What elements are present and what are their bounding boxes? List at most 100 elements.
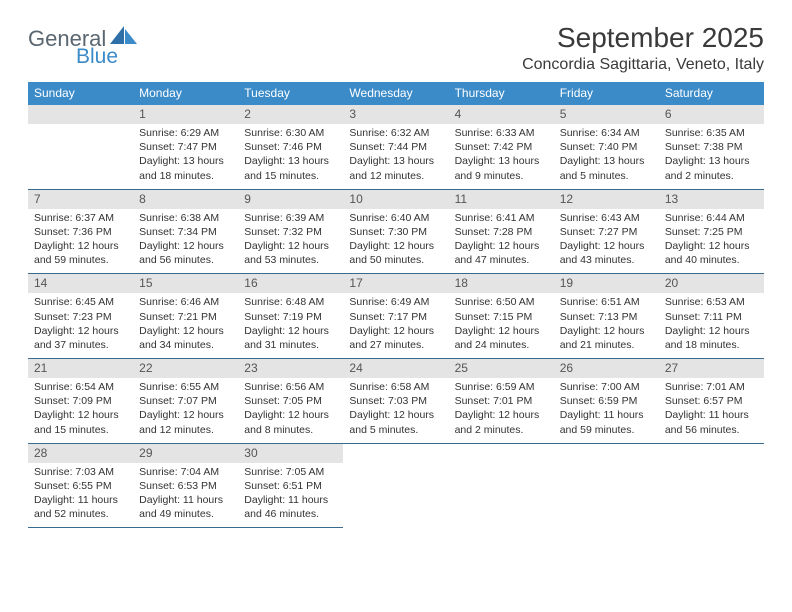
daylight-line: Daylight: 13 hours and 9 minutes. [455,154,548,182]
day-number: 28 [28,444,133,463]
logo-sail-icon [110,26,138,50]
day-number: 21 [28,359,133,378]
day-info: Sunrise: 6:41 AMSunset: 7:28 PMDaylight:… [449,209,554,274]
calendar-cell: 3Sunrise: 6:32 AMSunset: 7:44 PMDaylight… [343,105,448,190]
daylight-line: Daylight: 12 hours and 59 minutes. [34,239,127,267]
day-number: 18 [449,274,554,293]
daylight-line: Daylight: 11 hours and 52 minutes. [34,493,127,521]
sunset-line: Sunset: 7:32 PM [244,225,337,239]
sunset-line: Sunset: 7:17 PM [349,310,442,324]
daylight-line: Daylight: 11 hours and 59 minutes. [560,408,653,436]
calendar-cell [554,444,659,529]
sunset-line: Sunset: 7:36 PM [34,225,127,239]
day-number: 19 [554,274,659,293]
sunrise-line: Sunrise: 6:44 AM [665,211,758,225]
day-info: Sunrise: 6:50 AMSunset: 7:15 PMDaylight:… [449,293,554,358]
calendar-cell: 6Sunrise: 6:35 AMSunset: 7:38 PMDaylight… [659,105,764,190]
day-number: 27 [659,359,764,378]
day-info: Sunrise: 6:44 AMSunset: 7:25 PMDaylight:… [659,209,764,274]
calendar-cell: 19Sunrise: 6:51 AMSunset: 7:13 PMDayligh… [554,274,659,359]
daylight-line: Daylight: 12 hours and 8 minutes. [244,408,337,436]
daylight-line: Daylight: 11 hours and 49 minutes. [139,493,232,521]
sunrise-line: Sunrise: 6:54 AM [34,380,127,394]
calendar-cell: 25Sunrise: 6:59 AMSunset: 7:01 PMDayligh… [449,359,554,444]
day-number: 17 [343,274,448,293]
sunset-line: Sunset: 7:47 PM [139,140,232,154]
weekday-header: Wednesday [343,82,448,105]
daylight-line: Daylight: 12 hours and 37 minutes. [34,324,127,352]
sunrise-line: Sunrise: 6:58 AM [349,380,442,394]
sunset-line: Sunset: 6:51 PM [244,479,337,493]
calendar-cell: 28Sunrise: 7:03 AMSunset: 6:55 PMDayligh… [28,444,133,529]
sunset-line: Sunset: 7:25 PM [665,225,758,239]
day-number: 14 [28,274,133,293]
day-info: Sunrise: 6:43 AMSunset: 7:27 PMDaylight:… [554,209,659,274]
sunrise-line: Sunrise: 6:43 AM [560,211,653,225]
daylight-line: Daylight: 12 hours and 47 minutes. [455,239,548,267]
daylight-line: Daylight: 12 hours and 12 minutes. [139,408,232,436]
day-number: 12 [554,190,659,209]
calendar-cell: 22Sunrise: 6:55 AMSunset: 7:07 PMDayligh… [133,359,238,444]
sunset-line: Sunset: 7:03 PM [349,394,442,408]
calendar-cell: 17 Sunrise: 6:49 AMSunset: 7:17 PMDayligh… [343,274,448,359]
sunset-line: Sunset: 7:38 PM [665,140,758,154]
day-info: Sunrise: 6:30 AMSunset: 7:46 PMDaylight:… [238,124,343,189]
day-number: 1 [133,105,238,124]
sunset-line: Sunset: 7:23 PM [34,310,127,324]
daylight-line: Daylight: 12 hours and 50 minutes. [349,239,442,267]
day-number: 10 [343,190,448,209]
day-info: Sunrise: 7:03 AMSunset: 6:55 PMDaylight:… [28,463,133,528]
daylight-line: Daylight: 12 hours and 21 minutes. [560,324,653,352]
calendar-cell: 2Sunrise: 6:30 AMSunset: 7:46 PMDaylight… [238,105,343,190]
day-number: 16 [238,274,343,293]
header: General Blue September 2025 Concordia Sa… [28,22,764,74]
day-info: Sunrise: 6:40 AMSunset: 7:30 PMDaylight:… [343,209,448,274]
daylight-line: Daylight: 12 hours and 2 minutes. [455,408,548,436]
sunset-line: Sunset: 6:57 PM [665,394,758,408]
sunrise-line: Sunrise: 6:33 AM [455,126,548,140]
sunrise-line: Sunrise: 7:04 AM [139,465,232,479]
daylight-line: Daylight: 12 hours and 53 minutes. [244,239,337,267]
calendar-cell: 29Sunrise: 7:04 AMSunset: 6:53 PMDayligh… [133,444,238,529]
sunrise-line: Sunrise: 6:49 AM [349,295,442,309]
calendar-cell: 8Sunrise: 6:38 AMSunset: 7:34 PMDaylight… [133,190,238,275]
day-info: Sunrise: 6:53 AMSunset: 7:11 PMDaylight:… [659,293,764,358]
calendar-cell: 1Sunrise: 6:29 AMSunset: 7:47 PMDaylight… [133,105,238,190]
sunrise-line: Sunrise: 6:45 AM [34,295,127,309]
daylight-line: Daylight: 12 hours and 15 minutes. [34,408,127,436]
sunrise-line: Sunrise: 6:35 AM [665,126,758,140]
weekday-header: Monday [133,82,238,105]
weekday-header: Thursday [449,82,554,105]
day-info: Sunrise: 7:01 AMSunset: 6:57 PMDaylight:… [659,378,764,443]
calendar-cell: 5Sunrise: 6:34 AMSunset: 7:40 PMDaylight… [554,105,659,190]
weekday-header: Saturday [659,82,764,105]
day-info: Sunrise: 6:48 AMSunset: 7:19 PMDaylight:… [238,293,343,358]
sunrise-line: Sunrise: 6:46 AM [139,295,232,309]
sunset-line: Sunset: 7:01 PM [455,394,548,408]
daylight-line: Daylight: 12 hours and 27 minutes. [349,324,442,352]
sunrise-line: Sunrise: 7:01 AM [665,380,758,394]
day-info: Sunrise: 6:51 AMSunset: 7:13 PMDaylight:… [554,293,659,358]
sunset-line: Sunset: 7:30 PM [349,225,442,239]
sunset-line: Sunset: 7:42 PM [455,140,548,154]
page: General Blue September 2025 Concordia Sa… [0,0,792,528]
day-info: Sunrise: 6:56 AMSunset: 7:05 PMDaylight:… [238,378,343,443]
logo: General Blue [28,22,118,67]
day-number [28,105,133,124]
day-number: 6 [659,105,764,124]
calendar-cell: 27Sunrise: 7:01 AMSunset: 6:57 PMDayligh… [659,359,764,444]
month-title: September 2025 [522,22,764,54]
day-number: 25 [449,359,554,378]
sunset-line: Sunset: 7:05 PM [244,394,337,408]
sunrise-line: Sunrise: 6:53 AM [665,295,758,309]
calendar-cell: 10Sunrise: 6:40 AMSunset: 7:30 PMDayligh… [343,190,448,275]
calendar-cell: 23Sunrise: 6:56 AMSunset: 7:05 PMDayligh… [238,359,343,444]
sunset-line: Sunset: 7:11 PM [665,310,758,324]
daylight-line: Daylight: 12 hours and 40 minutes. [665,239,758,267]
sunrise-line: Sunrise: 6:32 AM [349,126,442,140]
calendar-cell: 4Sunrise: 6:33 AMSunset: 7:42 PMDaylight… [449,105,554,190]
title-block: September 2025 Concordia Sagittaria, Ven… [522,22,764,74]
day-info: Sunrise: 6:39 AMSunset: 7:32 PMDaylight:… [238,209,343,274]
day-info: Sunrise: 6:54 AMSunset: 7:09 PMDaylight:… [28,378,133,443]
calendar-cell: 11Sunrise: 6:41 AMSunset: 7:28 PMDayligh… [449,190,554,275]
